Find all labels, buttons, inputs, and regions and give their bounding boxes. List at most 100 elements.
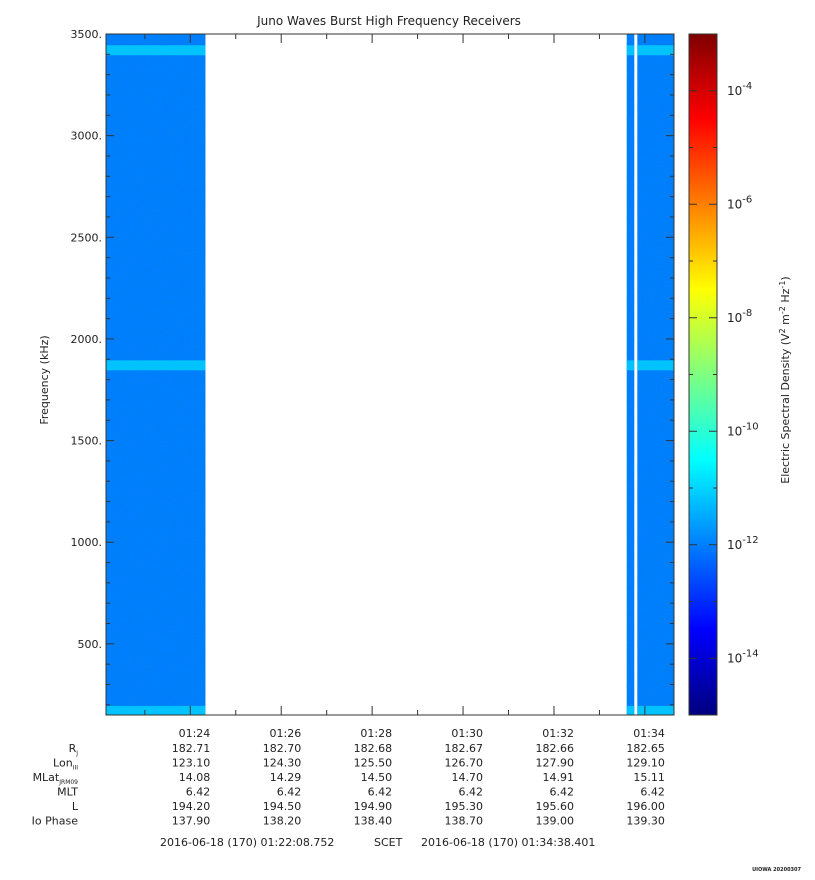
- enhanced-band-0-0: [106, 45, 206, 56]
- y-tick-label: 500.: [78, 638, 103, 651]
- ephemeris-row-name: Lon: [53, 757, 73, 770]
- ephemeris-value: 6.42: [459, 786, 484, 799]
- ephemeris-value: 138.40: [354, 815, 393, 828]
- data-segment-noise-1: [626, 34, 635, 715]
- ephemeris-value: 123.10: [172, 757, 211, 770]
- ephemeris-value: 182.68: [354, 742, 393, 755]
- colorbar-tick-exponent: -10: [742, 421, 758, 432]
- ephemeris-value: 127.90: [535, 757, 574, 770]
- ephemeris-value: 14.08: [179, 771, 211, 784]
- colorbar-tick-label: 10-6: [727, 194, 752, 211]
- x-tick-label: 01:32: [542, 727, 574, 740]
- time-range-frame: SCET: [374, 836, 403, 849]
- enhanced-band-2-0: [637, 45, 674, 56]
- ephemeris-value: 14.50: [361, 771, 393, 784]
- colorbar-label-exp3: -1: [778, 281, 787, 289]
- data-segment-noise-0: [106, 34, 206, 715]
- ephemeris-value: 195.60: [535, 800, 574, 813]
- ephemeris-row-name: MLT: [57, 786, 78, 799]
- y-axis: 500. 1000. 1500. 2000. 2500. 3000. 3500.: [71, 28, 674, 706]
- y-tick-label: 2000.: [71, 333, 103, 346]
- ephemeris-value: 14.29: [270, 771, 302, 784]
- colorbar-label-exp2: -2: [778, 306, 787, 314]
- enhanced-band-1-2: [626, 705, 635, 715]
- ephemeris-value: 139.30: [626, 815, 665, 828]
- colorbar-tick-exponent: -14: [742, 648, 758, 659]
- enhanced-band-0-1: [106, 360, 206, 371]
- colorbar-tick-exponent: -4: [742, 81, 752, 92]
- ephemeris-value: 182.67: [445, 742, 484, 755]
- ephemeris-value: 194.50: [263, 800, 302, 813]
- colorbar-label-tail: Hz: [779, 288, 792, 306]
- ephemeris-value: 182.66: [535, 742, 574, 755]
- ephemeris-value: 14.70: [452, 771, 484, 784]
- colorbar-tick-base: 10: [727, 197, 742, 211]
- y-tick-label: 1500.: [71, 435, 103, 448]
- colorbar-tick-exponent: -12: [742, 535, 758, 546]
- ephemeris-row-name: L: [72, 800, 79, 813]
- y-tick-label: 1000.: [71, 536, 103, 549]
- enhanced-band-1-1: [626, 360, 635, 371]
- colorbar-label: Electric Spectral Density (V2 m-2 Hz-1): [778, 276, 792, 483]
- colorbar-tick-base: 10: [727, 84, 742, 98]
- ephemeris-row-subscript: JRM09: [58, 779, 78, 786]
- colorbar-label-main: Electric Spectral Density (V: [779, 333, 792, 484]
- spectrogram-segments: [106, 34, 674, 715]
- colorbar: [688, 33, 718, 716]
- colorbar-tick-label: 10-8: [727, 308, 752, 325]
- colorbar-tick-exponent: -8: [742, 308, 752, 319]
- data-segment-noise-2: [637, 34, 674, 715]
- colorbar-label-close: ): [779, 276, 792, 280]
- ephemeris-value: 182.65: [626, 742, 665, 755]
- ephemeris-value: 182.71: [172, 742, 211, 755]
- ephemeris-value: 15.11: [633, 771, 665, 784]
- enhanced-band-2-1: [637, 360, 674, 371]
- ephemeris-row-subscript: III: [73, 765, 79, 772]
- ephemeris-row-name: Io Phase: [32, 815, 79, 828]
- time-range-end: 2016-06-18 (170) 01:34:38.401: [421, 836, 595, 849]
- ephemeris-row-name: MLat: [33, 771, 60, 784]
- ephemeris-value: 6.42: [368, 786, 393, 799]
- y-tick-label: 3000.: [71, 130, 103, 143]
- colorbar-tick-label: 10-4: [727, 81, 752, 98]
- x-tick-label: 01:34: [633, 727, 665, 740]
- ephemeris-value: 126.70: [445, 757, 484, 770]
- colorbar-tick-base: 10: [727, 538, 742, 552]
- ephemeris-value: 125.50: [354, 757, 393, 770]
- colorbar-tick-base: 10: [727, 424, 742, 438]
- ephemeris-value: 6.42: [277, 786, 302, 799]
- time-range-start: 2016-06-18 (170) 01:22:08.752: [160, 836, 334, 849]
- ephemeris-row-label: LonIII: [53, 757, 78, 772]
- credit-label: UIOWA 20200307: [752, 867, 801, 873]
- enhanced-band-0-2: [106, 705, 206, 715]
- y-tick-label: 3500.: [71, 28, 103, 41]
- ephemeris-value: 14.91: [542, 771, 574, 784]
- colorbar-tick-base: 10: [727, 311, 742, 325]
- ephemeris-value: 137.90: [172, 815, 211, 828]
- x-tick-label: 01:24: [179, 727, 211, 740]
- x-tick-label: 01:26: [270, 727, 302, 740]
- ephemeris-value: 138.20: [263, 815, 302, 828]
- ephemeris-value: 6.42: [186, 786, 211, 799]
- enhanced-band-1-0: [626, 45, 635, 56]
- colorbar-tick-base: 10: [727, 651, 742, 665]
- ephemeris-value: 194.20: [172, 800, 211, 813]
- colorbar-label-exp1: 2: [778, 328, 787, 333]
- ephemeris-value: 194.90: [354, 800, 393, 813]
- x-tick-label: 01:30: [451, 727, 483, 740]
- ephemeris-value: 139.00: [535, 815, 574, 828]
- colorbar-tick-exponent: -6: [742, 194, 752, 205]
- ephemeris-row-label: MLatJRM09: [33, 771, 79, 786]
- chart-title: Juno Waves Burst High Frequency Receiver…: [256, 14, 521, 28]
- plot-frame: [105, 33, 675, 716]
- x-tick-label: 01:28: [360, 727, 392, 740]
- ephemeris-value: 6.42: [549, 786, 574, 799]
- ephemeris-value: 124.30: [263, 757, 302, 770]
- ephemeris-row-label: L: [72, 800, 79, 813]
- colorbar-tick-label: 10-12: [727, 535, 759, 552]
- colorbar-tick-label: 10-10: [727, 421, 759, 438]
- ephemeris-value: 182.70: [263, 742, 302, 755]
- ephemeris-row-label: MLT: [57, 786, 78, 799]
